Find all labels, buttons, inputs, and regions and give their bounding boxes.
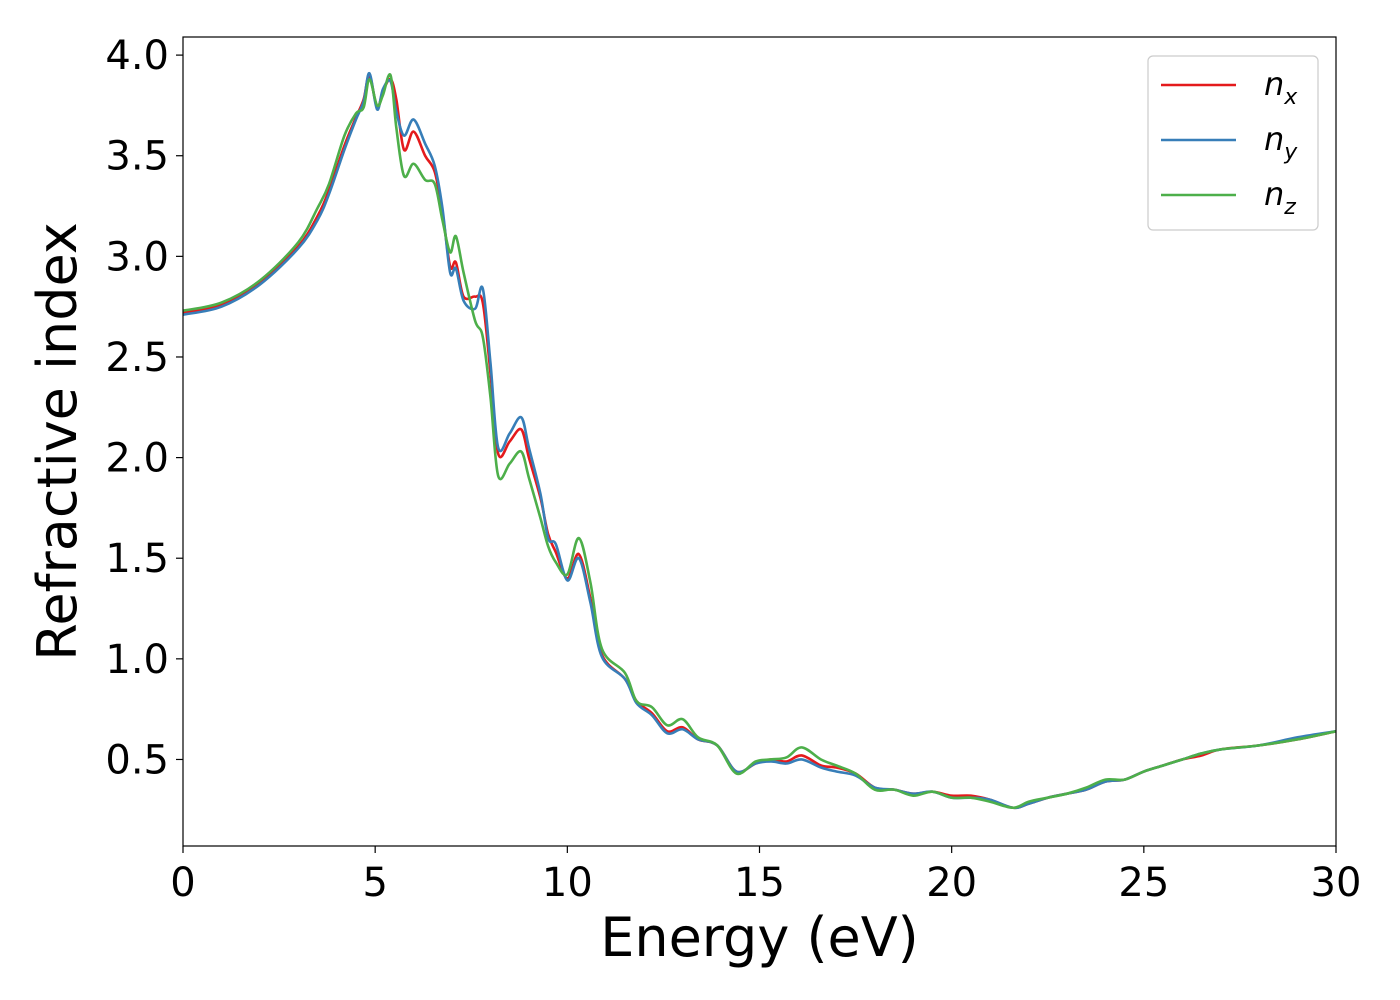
- legend-label-x: nx: [1264, 65, 1298, 110]
- y-tick-label: 2.0: [105, 436, 169, 482]
- y-tick-label: 2.5: [105, 335, 169, 381]
- y-tick-label: 1.5: [105, 536, 169, 582]
- x-axis-ticks: 0 5 10 15 20 25 30: [170, 846, 1361, 906]
- legend-items: nx ny nz: [1161, 65, 1298, 220]
- legend: nx ny nz: [1147, 55, 1319, 231]
- legend-box: [1147, 55, 1319, 231]
- y-axis-ticks: 0.5 1.0 1.5 2.0 2.5 3.0 3.5 4.0: [105, 33, 183, 783]
- y-tick-label: 3.0: [105, 234, 169, 280]
- y-tick-label: 4.0: [105, 33, 169, 79]
- x-tick-label: 10: [542, 860, 593, 906]
- y-tick-label: 0.5: [105, 737, 169, 783]
- legend-label-y: ny: [1264, 120, 1298, 165]
- y-axis-label: Refractive index: [26, 222, 89, 661]
- x-axis-label: Energy (eV): [600, 906, 919, 969]
- series-line-z: [183, 73, 1336, 810]
- x-tick-label: 15: [734, 860, 785, 906]
- series-layer: [183, 71, 1336, 810]
- x-tick-label: 20: [926, 860, 977, 906]
- y-tick-label: 3.5: [105, 134, 169, 180]
- x-tick-label: 5: [362, 860, 387, 906]
- x-tick-label: 30: [1311, 860, 1362, 906]
- y-tick-label: 1.0: [105, 637, 169, 683]
- legend-label-z: nz: [1264, 175, 1296, 220]
- x-tick-label: 25: [1118, 860, 1169, 906]
- x-tick-label: 0: [170, 860, 195, 906]
